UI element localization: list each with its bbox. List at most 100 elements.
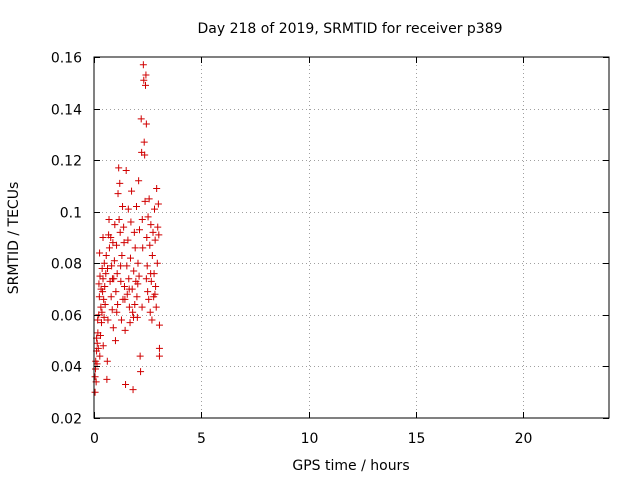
data-point bbox=[128, 187, 136, 195]
y-tick-label: 0.06 bbox=[51, 309, 82, 325]
data-point bbox=[143, 234, 151, 241]
data-point bbox=[103, 357, 111, 365]
data-point bbox=[140, 76, 148, 84]
data-point bbox=[138, 215, 146, 223]
data-point bbox=[142, 120, 150, 128]
data-point bbox=[145, 195, 153, 203]
x-tick-label: 15 bbox=[408, 431, 426, 447]
data-point bbox=[117, 277, 125, 285]
data-point bbox=[115, 215, 123, 223]
data-point bbox=[105, 215, 113, 223]
data-point bbox=[116, 228, 124, 236]
data-point bbox=[108, 306, 116, 314]
data-point bbox=[151, 205, 159, 213]
data-point bbox=[98, 308, 106, 316]
data-point bbox=[111, 221, 119, 229]
data-point bbox=[104, 264, 112, 272]
data-point bbox=[127, 218, 135, 226]
data-point bbox=[142, 81, 149, 89]
data-point bbox=[147, 221, 155, 229]
data-point bbox=[153, 185, 161, 193]
x-tick-label: 20 bbox=[515, 431, 533, 447]
data-point bbox=[134, 259, 142, 267]
data-point bbox=[95, 293, 103, 301]
y-tick-label: 0.04 bbox=[51, 360, 82, 376]
data-point bbox=[130, 267, 138, 275]
data-point bbox=[96, 249, 104, 257]
data-point bbox=[101, 301, 109, 309]
data-point bbox=[146, 308, 154, 316]
data-point bbox=[135, 272, 143, 280]
grid-lines bbox=[94, 57, 609, 418]
data-point bbox=[155, 321, 163, 329]
data-point bbox=[107, 293, 115, 301]
data-point bbox=[109, 324, 117, 332]
data-point bbox=[149, 228, 157, 236]
data-point bbox=[125, 275, 133, 283]
x-tick-label: 0 bbox=[90, 431, 99, 447]
data-point bbox=[144, 213, 152, 221]
data-point bbox=[93, 339, 101, 347]
data-point bbox=[124, 236, 132, 244]
y-tick-label: 0.12 bbox=[51, 154, 82, 170]
data-point bbox=[143, 262, 151, 270]
data-point bbox=[129, 308, 137, 316]
data-point bbox=[145, 295, 153, 303]
data-point bbox=[122, 166, 130, 174]
x-tick-label: 5 bbox=[197, 431, 206, 447]
data-point bbox=[100, 295, 108, 303]
data-point bbox=[126, 254, 134, 262]
data-point bbox=[112, 288, 120, 296]
x-tick-label: 10 bbox=[301, 431, 319, 447]
data-point bbox=[135, 177, 143, 185]
data-point bbox=[121, 295, 129, 303]
data-point bbox=[144, 288, 152, 296]
y-axis-label: SRMTID / TECUs bbox=[6, 182, 22, 295]
data-point bbox=[120, 223, 128, 231]
data-point bbox=[124, 205, 132, 213]
data-point bbox=[148, 316, 156, 324]
data-point bbox=[146, 241, 154, 249]
data-point bbox=[120, 282, 128, 290]
data-point bbox=[97, 303, 105, 311]
data-point bbox=[95, 280, 103, 288]
data-point bbox=[152, 282, 160, 290]
y-tick-labels: 0.02 0.04 0.06 0.08 0.1 0.12 0.14 0.16 bbox=[51, 51, 82, 428]
data-point bbox=[154, 200, 162, 208]
data-point bbox=[113, 241, 121, 249]
data-point bbox=[108, 275, 116, 283]
data-point bbox=[154, 223, 162, 231]
data-point bbox=[131, 244, 139, 252]
data-point bbox=[99, 275, 107, 283]
data-point bbox=[114, 301, 122, 309]
data-points bbox=[91, 61, 163, 396]
x-axis-label: GPS time / hours bbox=[292, 458, 409, 474]
data-point bbox=[123, 262, 131, 270]
data-point bbox=[117, 316, 125, 324]
data-point bbox=[98, 319, 106, 327]
data-point bbox=[105, 244, 113, 252]
data-point bbox=[119, 203, 127, 211]
data-point bbox=[96, 331, 104, 339]
data-point bbox=[104, 316, 112, 324]
data-point bbox=[102, 270, 110, 278]
data-point bbox=[99, 288, 107, 296]
data-point bbox=[113, 270, 121, 278]
data-point bbox=[115, 164, 123, 172]
data-point bbox=[137, 115, 145, 123]
data-point bbox=[155, 231, 163, 239]
data-point bbox=[134, 280, 142, 288]
data-point bbox=[147, 277, 155, 285]
data-point bbox=[129, 386, 137, 394]
data-point bbox=[131, 301, 139, 309]
y-tick-label: 0.02 bbox=[51, 412, 82, 428]
data-point bbox=[136, 352, 144, 360]
data-point bbox=[135, 226, 143, 234]
data-point bbox=[123, 290, 131, 298]
data-point bbox=[133, 293, 141, 301]
data-point bbox=[116, 179, 124, 187]
data-point bbox=[139, 244, 147, 252]
data-point bbox=[122, 380, 130, 388]
data-point bbox=[121, 326, 129, 334]
